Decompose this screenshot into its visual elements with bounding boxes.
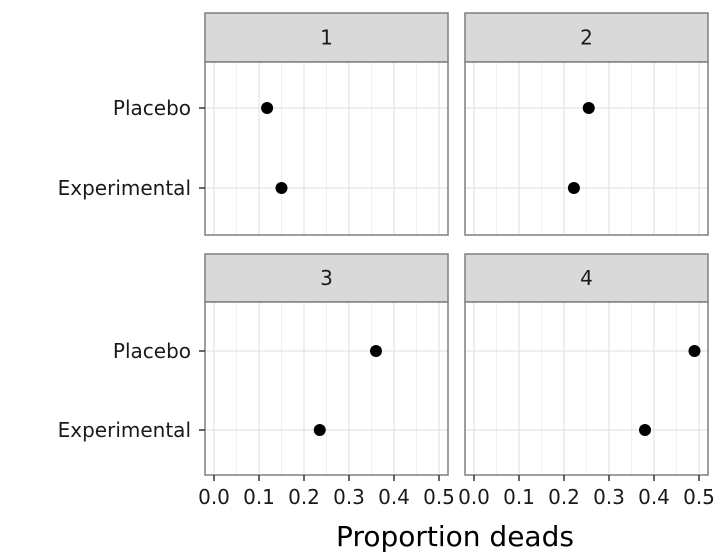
data-point-placebo xyxy=(370,345,382,357)
facet-panel-4: 4 xyxy=(464,253,709,476)
facet-strip xyxy=(464,12,709,63)
x-tick-label: 0.1 xyxy=(243,485,275,509)
panel-border xyxy=(204,61,449,236)
x-tick-label: 0.3 xyxy=(593,485,625,509)
data-point-experimental xyxy=(639,424,651,436)
panel-border xyxy=(464,61,709,236)
data-point-experimental xyxy=(567,182,580,194)
y-tick-label: Experimental xyxy=(58,176,191,200)
x-tick-label: 0.3 xyxy=(333,485,365,509)
x-tick-label: 0.1 xyxy=(503,485,535,509)
x-tick-label: 0.0 xyxy=(198,485,230,509)
y-tick-label: Experimental xyxy=(58,418,191,442)
facet-strip-label: 4 xyxy=(580,266,593,290)
data-point-experimental xyxy=(275,182,288,194)
facet-strip-label: 1 xyxy=(320,26,333,50)
y-tick-label: Placebo xyxy=(113,339,191,363)
panel-border xyxy=(464,301,709,476)
x-tick-label: 0.5 xyxy=(683,485,715,509)
facet-panel-1: 1 xyxy=(204,12,449,236)
facet-panel-2: 2 xyxy=(464,12,709,236)
facet-strip xyxy=(204,12,449,63)
panel-border xyxy=(204,301,449,476)
x-tick-label: 0.2 xyxy=(288,485,320,509)
facet-strip-label: 2 xyxy=(580,26,593,50)
data-point-placebo xyxy=(582,102,595,114)
x-tick-label: 0.5 xyxy=(423,485,455,509)
y-tick-label: Placebo xyxy=(113,96,191,120)
facet-strip xyxy=(204,253,449,303)
x-tick-label: 0.0 xyxy=(458,485,490,509)
facet-strip xyxy=(464,253,709,303)
x-tick-label: 0.4 xyxy=(378,485,410,509)
x-tick-label: 0.4 xyxy=(638,485,670,509)
data-point-experimental xyxy=(313,424,326,436)
facet-panel-3: 3 xyxy=(204,253,449,476)
x-axis-title: Proportion deads xyxy=(336,520,574,553)
facet-strip-label: 3 xyxy=(320,266,333,290)
data-point-placebo xyxy=(261,102,274,114)
x-tick-label: 0.2 xyxy=(548,485,580,509)
data-point-placebo xyxy=(688,345,701,357)
